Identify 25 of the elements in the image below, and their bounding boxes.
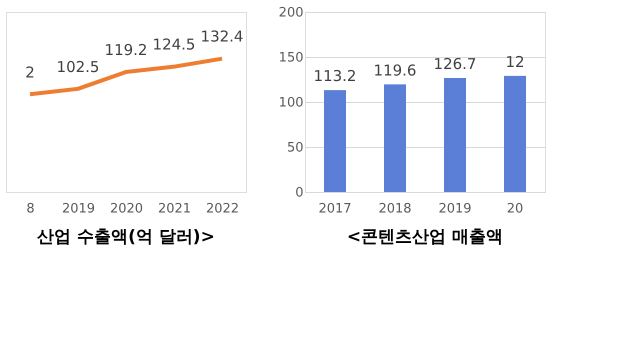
text: 102.5 — [56, 58, 100, 76]
text: 126.7 — [434, 54, 476, 73]
x-tick-label: 8 — [26, 202, 35, 216]
text: 119.2 — [104, 41, 148, 59]
x-tick-label: 2021 — [158, 202, 192, 216]
x-tick-label: 2019 — [62, 202, 96, 216]
text: 119.6 — [374, 61, 416, 80]
text: 124.5 — [152, 36, 196, 54]
x-tick-label: 2022 — [206, 202, 240, 216]
text: 2 — [25, 63, 35, 82]
text: 132.4 — [200, 28, 244, 46]
y-tick-label: 100 — [278, 96, 304, 110]
y-tick-label: 0 — [295, 186, 304, 200]
x-tick-label: 2017 — [318, 202, 352, 216]
text: <콘텐츠산업 매출액 — [346, 227, 504, 247]
text: 113.2 — [314, 67, 356, 86]
text: 산업 수출액(억 달러)> — [37, 227, 215, 247]
x-tick-label: 2019 — [438, 202, 472, 216]
y-tick-label: 50 — [286, 140, 304, 156]
x-tick-label: 2018 — [378, 202, 412, 216]
y-tick-label: 200 — [278, 6, 304, 20]
x-tick-label: 2020 — [110, 202, 144, 216]
y-tick-label: 150 — [278, 50, 304, 66]
x-tick-label: 20 — [506, 202, 524, 216]
text: 12 — [505, 52, 525, 71]
